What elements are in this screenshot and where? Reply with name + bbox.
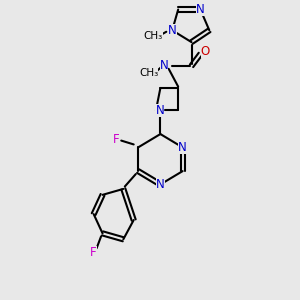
Text: N: N (155, 104, 164, 117)
Text: N: N (156, 178, 165, 191)
Text: CH₃: CH₃ (143, 31, 163, 41)
Text: CH₃: CH₃ (139, 68, 158, 78)
Text: O: O (201, 44, 210, 58)
Text: F: F (112, 133, 119, 146)
Text: N: N (196, 3, 205, 16)
Text: N: N (168, 24, 177, 37)
Text: N: N (178, 141, 187, 154)
Text: F: F (90, 246, 97, 259)
Text: N: N (160, 59, 168, 72)
